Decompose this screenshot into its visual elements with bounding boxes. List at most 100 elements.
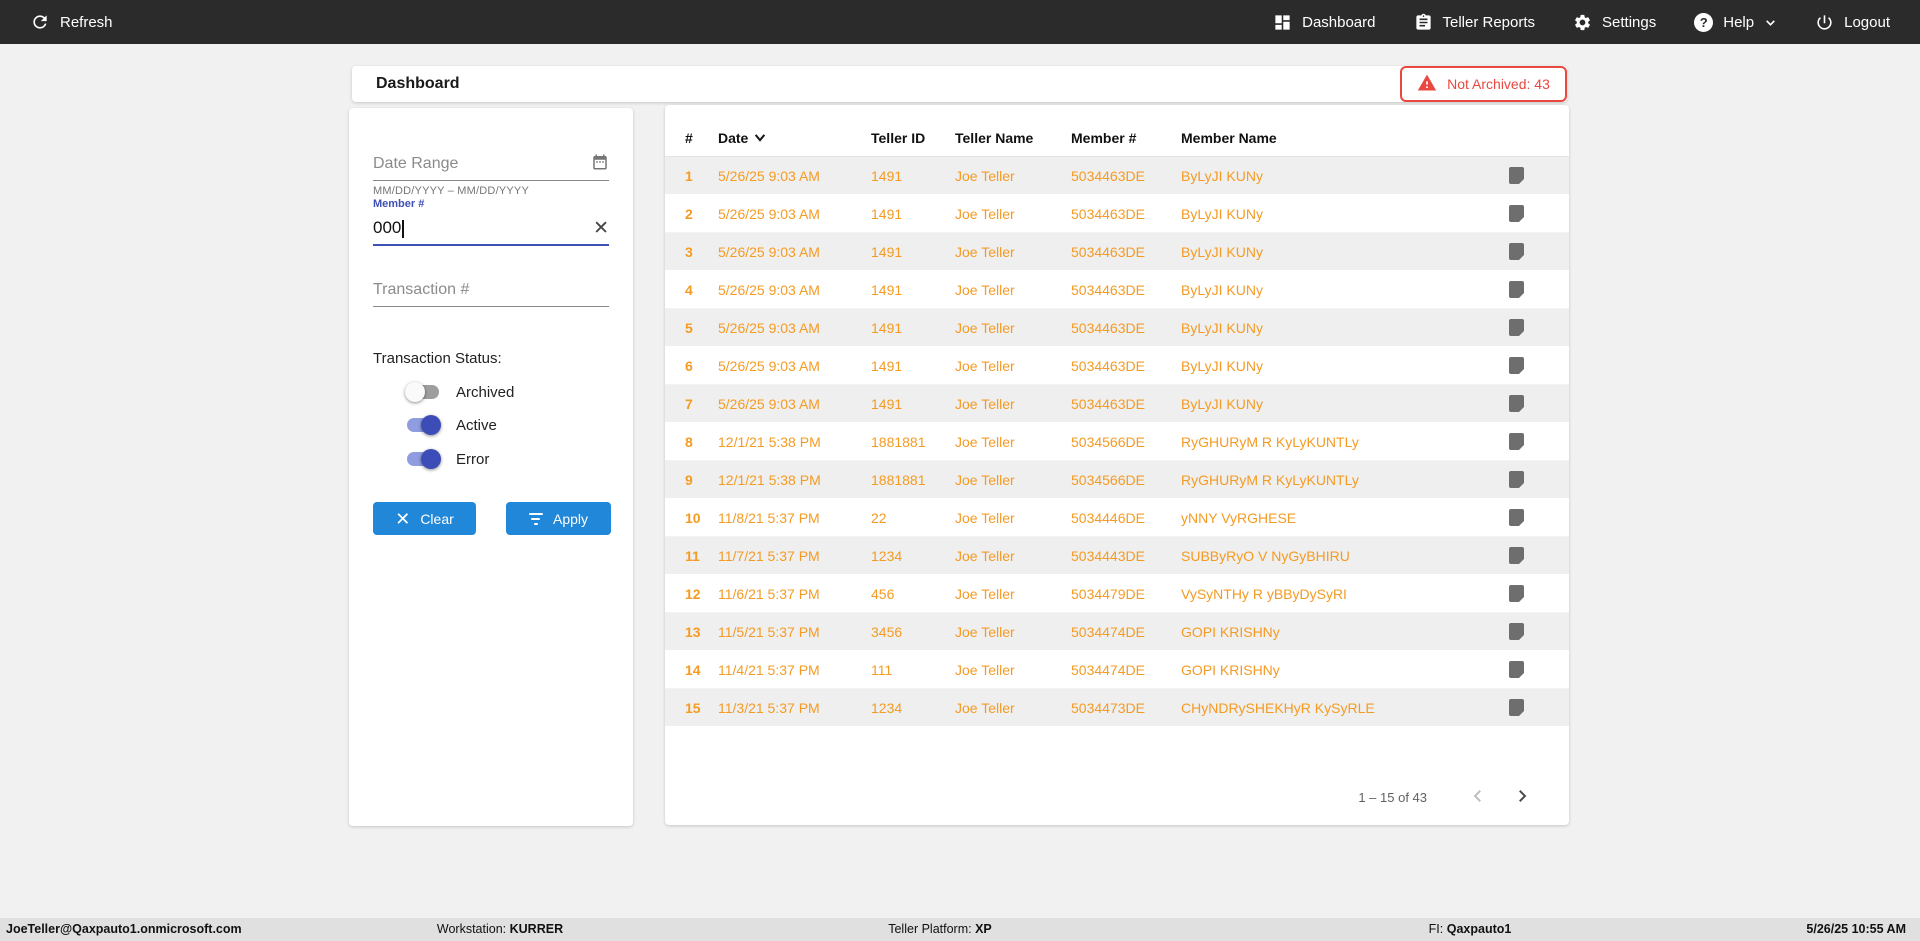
row-member-number: 5034443DE: [1071, 547, 1145, 564]
table-row[interactable]: 5 5/26/25 9:03 AM 1491 Joe Teller 503446…: [665, 309, 1569, 347]
note-icon[interactable]: [1509, 281, 1525, 299]
table-row[interactable]: 8 12/1/21 5:38 PM 1881881 Joe Teller 503…: [665, 423, 1569, 461]
row-teller-name: Joe Teller: [955, 433, 1015, 450]
table-row[interactable]: 4 5/26/25 9:03 AM 1491 Joe Teller 503446…: [665, 271, 1569, 309]
apply-button[interactable]: Apply: [506, 502, 611, 535]
col-header-member-number[interactable]: Member #: [1071, 130, 1137, 146]
row-teller-name: Joe Teller: [955, 167, 1015, 184]
note-icon[interactable]: [1509, 623, 1525, 641]
table-row[interactable]: 7 5/26/25 9:03 AM 1491 Joe Teller 503446…: [665, 385, 1569, 423]
top-nav-bar: Refresh Dashboard Teller Reports Setting…: [0, 0, 1920, 44]
col-header-number[interactable]: #: [685, 130, 693, 146]
table-row[interactable]: 9 12/1/21 5:38 PM 1881881 Joe Teller 503…: [665, 461, 1569, 499]
row-teller-name: Joe Teller: [955, 243, 1015, 260]
row-member-number: 5034463DE: [1071, 243, 1145, 260]
note-icon[interactable]: [1509, 395, 1525, 413]
transaction-number-input[interactable]: Transaction #: [373, 274, 609, 307]
row-teller-id: 3456: [871, 623, 903, 640]
row-teller-id: 1234: [871, 699, 903, 716]
table-row[interactable]: 12 11/6/21 5:37 PM 456 Joe Teller 503447…: [665, 575, 1569, 613]
col-header-teller-name[interactable]: Teller Name: [955, 130, 1034, 146]
table-row[interactable]: 2 5/26/25 9:03 AM 1491 Joe Teller 503446…: [665, 195, 1569, 233]
prev-page-button[interactable]: [1467, 785, 1489, 810]
table-row[interactable]: 6 5/26/25 9:03 AM 1491 Joe Teller 503446…: [665, 347, 1569, 385]
table-row[interactable]: 14 11/4/21 5:37 PM 111 Joe Teller 503447…: [665, 651, 1569, 689]
archived-toggle[interactable]: [405, 382, 441, 402]
clear-field-icon[interactable]: ✕: [593, 217, 609, 239]
row-date: 11/7/21 5:37 PM: [718, 547, 820, 564]
table-row[interactable]: 15 11/3/21 5:37 PM 1234 Joe Teller 50344…: [665, 689, 1569, 727]
top-nav-items: Dashboard Teller Reports Settings ? Help: [1273, 12, 1890, 32]
row-number: 3: [685, 243, 693, 260]
fi-status: FI: Qaxpauto1: [1428, 922, 1512, 936]
active-toggle[interactable]: [405, 415, 441, 435]
date-range-input[interactable]: Date Range: [373, 148, 609, 181]
row-teller-id: 456: [871, 585, 895, 602]
nav-settings[interactable]: Settings: [1573, 13, 1656, 32]
next-page-button[interactable]: [1511, 785, 1533, 810]
not-archived-badge[interactable]: Not Archived: 43: [1400, 66, 1567, 102]
toggle-row-archived: Archived: [405, 382, 514, 402]
nav-dashboard[interactable]: Dashboard: [1273, 13, 1376, 32]
note-icon[interactable]: [1509, 699, 1525, 717]
row-teller-name: Joe Teller: [955, 509, 1015, 526]
row-member-name: ByLyJI KUNy: [1181, 243, 1263, 260]
row-number: 10: [685, 509, 701, 526]
member-number-input[interactable]: 000 ✕: [373, 212, 609, 246]
note-icon[interactable]: [1509, 319, 1525, 337]
row-teller-id: 1491: [871, 319, 903, 336]
row-teller-name: Joe Teller: [955, 281, 1015, 298]
row-teller-id: 1491: [871, 243, 903, 260]
note-icon[interactable]: [1509, 167, 1525, 185]
nav-help[interactable]: ? Help: [1694, 12, 1777, 32]
note-icon[interactable]: [1509, 205, 1525, 223]
row-teller-id: 1491: [871, 357, 903, 374]
note-icon[interactable]: [1509, 547, 1525, 565]
not-archived-badge-label: Not Archived: 43: [1447, 76, 1550, 92]
table-row[interactable]: 10 11/8/21 5:37 PM 22 Joe Teller 5034446…: [665, 499, 1569, 537]
row-teller-name: Joe Teller: [955, 699, 1015, 716]
nav-teller-reports[interactable]: Teller Reports: [1414, 13, 1535, 32]
table-row[interactable]: 3 5/26/25 9:03 AM 1491 Joe Teller 503446…: [665, 233, 1569, 271]
table-row[interactable]: 1 5/26/25 9:03 AM 1491 Joe Teller 503446…: [665, 157, 1569, 195]
col-header-teller-id[interactable]: Teller ID: [871, 130, 926, 146]
clear-button[interactable]: ✕ Clear: [373, 502, 476, 535]
nav-logout-label: Logout: [1844, 13, 1890, 31]
col-header-member-name[interactable]: Member Name: [1181, 130, 1277, 146]
clear-button-label: Clear: [420, 510, 454, 527]
row-date: 11/6/21 5:37 PM: [718, 585, 820, 602]
note-icon[interactable]: [1509, 585, 1525, 603]
note-icon[interactable]: [1509, 509, 1525, 527]
row-member-number: 5034463DE: [1071, 205, 1145, 222]
row-member-name: SUBByRyO V NyGyBHIRU: [1181, 547, 1350, 564]
note-icon[interactable]: [1509, 243, 1525, 261]
row-number: 1: [685, 167, 693, 184]
row-member-number: 5034479DE: [1071, 585, 1145, 602]
row-number: 8: [685, 433, 693, 450]
note-icon[interactable]: [1509, 471, 1525, 489]
note-icon[interactable]: [1509, 433, 1525, 451]
row-teller-name: Joe Teller: [955, 395, 1015, 412]
row-teller-id: 1234: [871, 547, 903, 564]
dashboard-icon: [1273, 13, 1292, 32]
error-toggle[interactable]: [405, 449, 441, 469]
refresh-button[interactable]: Refresh: [30, 12, 113, 32]
table-row[interactable]: 13 11/5/21 5:37 PM 3456 Joe Teller 50344…: [665, 613, 1569, 651]
row-date: 11/3/21 5:37 PM: [718, 699, 820, 716]
row-member-number: 5034463DE: [1071, 357, 1145, 374]
nav-logout[interactable]: Logout: [1815, 13, 1890, 32]
note-icon[interactable]: [1509, 357, 1525, 375]
pagination-range-label: 1 – 15 of 43: [1358, 790, 1427, 805]
col-header-date[interactable]: Date: [718, 130, 871, 146]
calendar-icon[interactable]: [591, 153, 609, 176]
row-member-name: ByLyJI KUNy: [1181, 395, 1263, 412]
note-icon[interactable]: [1509, 661, 1525, 679]
refresh-icon: [30, 12, 50, 32]
member-number-value: 000: [373, 218, 402, 237]
row-number: 5: [685, 319, 693, 336]
row-number: 4: [685, 281, 693, 298]
table-row[interactable]: 11 11/7/21 5:37 PM 1234 Joe Teller 50344…: [665, 537, 1569, 575]
error-toggle-label: Error: [456, 450, 490, 468]
text-cursor: [402, 219, 404, 238]
